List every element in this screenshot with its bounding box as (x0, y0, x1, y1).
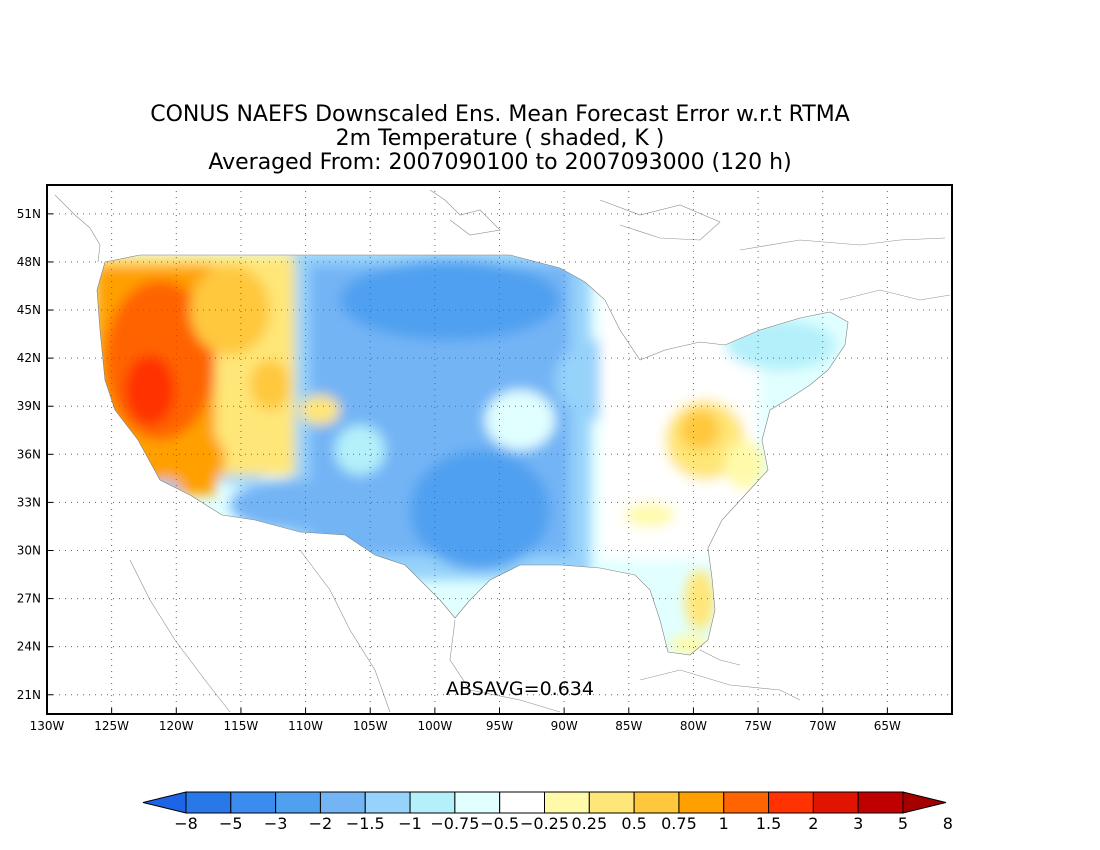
lon-label: 130W (30, 719, 65, 733)
colorbar-swatch (812, 791, 859, 814)
colorbar-swatch (633, 791, 680, 814)
colorbar-swatch (857, 791, 904, 814)
lat-label: 36N (17, 447, 41, 461)
colorbar-label: −0.5 (480, 814, 519, 833)
lon-label: 85W (615, 719, 642, 733)
colorbar-swatch (588, 791, 635, 814)
colorbar-swatch (454, 791, 501, 814)
conus-outline (96, 254, 849, 656)
lat-label: 21N (17, 688, 41, 702)
colorbar-label: −5 (219, 814, 243, 833)
colorbar-label: 0.75 (661, 814, 697, 833)
lon-label: 105W (353, 719, 388, 733)
colorbar-swatch (275, 791, 321, 814)
latitude-labels: 51N 48N 45N 42N 39N 36N 33N 30N 27N 24N 21N (17, 207, 41, 702)
lat-label: 33N (17, 495, 41, 509)
colorbar-label: 1 (719, 814, 729, 833)
colorbar-label: 0.25 (572, 814, 608, 833)
map-grid (46, 185, 952, 714)
colorbar-swatch (364, 791, 411, 814)
colorbar-label: −2 (309, 814, 333, 833)
map-subtitle-variable: 2m Temperature ( shaded, K ) (335, 126, 665, 151)
lon-label: 75W (745, 719, 772, 733)
lat-label: 48N (17, 255, 41, 269)
map-title: CONUS NAEFS Downscaled Ens. Mean Forecas… (150, 102, 850, 127)
colorbar-label: −0.75 (430, 814, 479, 833)
map-border (46, 184, 953, 715)
colorbar-label: −8 (174, 814, 198, 833)
map-subtitle-period: Averaged From: 2007090100 to 2007093000 … (208, 150, 792, 175)
lat-label: 27N (17, 592, 41, 606)
colorbar-swatch (319, 791, 366, 814)
lat-label: 51N (17, 207, 41, 221)
colorbar-label: 8 (943, 814, 953, 833)
colorbar-label: 0.5 (621, 814, 646, 833)
colorbar-swatch (185, 791, 232, 814)
colorbar-label: −1.5 (346, 814, 385, 833)
colorbar-label: −0.25 (520, 814, 569, 833)
colorbar-label: 2 (808, 814, 818, 833)
colorbar-label: 1.5 (756, 814, 781, 833)
lat-label: 30N (17, 543, 41, 557)
lat-label: 42N (17, 351, 41, 365)
colorbar-label: −1 (398, 814, 422, 833)
longitude-labels: 130W 125W 120W 115W 110W 105W 100W 95W 90W 85W 80W… (30, 719, 901, 733)
colorbar-arrow-low (142, 791, 187, 814)
lon-label: 120W (159, 719, 194, 733)
colorbar-swatch (678, 791, 725, 814)
colorbar-label: 3 (853, 814, 863, 833)
colorbar-label: −3 (264, 814, 288, 833)
lon-label: 70W (809, 719, 836, 733)
colorbar-swatch (499, 791, 545, 814)
colorbar-arrow-high (902, 791, 947, 814)
colorbar-swatch (544, 791, 590, 814)
colorbar: −8 −5 −3 −2 −1.5 −1 −0.75 −0.5 −0.25 0.25 0.5 0.75 1… (142, 791, 953, 833)
colorbar-swatch (230, 791, 277, 814)
absavg-annotation: ABSAVG=0.634 (446, 678, 594, 700)
lat-label: 45N (17, 303, 41, 317)
lat-label: 39N (17, 399, 41, 413)
lon-label: 90W (551, 719, 578, 733)
lon-label: 65W (874, 719, 901, 733)
lon-label: 110W (288, 719, 323, 733)
colorbar-label: 5 (898, 814, 908, 833)
lon-label: 115W (224, 719, 259, 733)
lat-label: 24N (17, 640, 41, 654)
background-coastlines (54, 189, 951, 713)
lon-label: 125W (94, 719, 129, 733)
lon-label: 80W (680, 719, 707, 733)
lon-label: 100W (417, 719, 452, 733)
colorbar-swatch (723, 791, 770, 814)
colorbar-swatch (409, 791, 456, 814)
lon-label: 95W (486, 719, 513, 733)
colorbar-swatch (768, 791, 814, 814)
